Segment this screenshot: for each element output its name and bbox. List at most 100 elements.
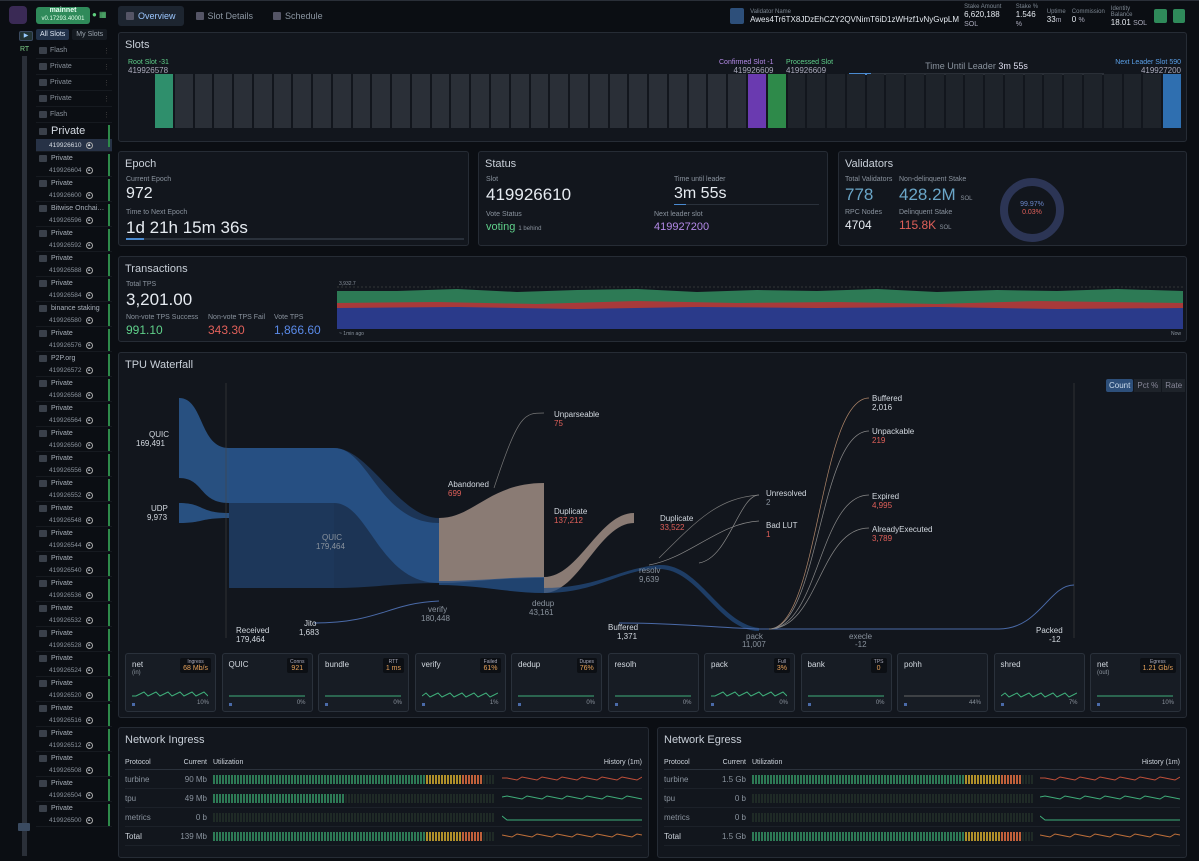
slot-cell[interactable] xyxy=(807,74,826,128)
layers-icon[interactable] xyxy=(1172,9,1185,23)
current-slot-group[interactable]: Private 419926610 ▲ xyxy=(36,123,112,152)
slot-cell[interactable] xyxy=(570,74,588,128)
tab-slot-details[interactable]: Slot Details xyxy=(188,6,262,26)
slot-cell[interactable] xyxy=(491,74,509,128)
slot-cell[interactable] xyxy=(965,74,984,128)
slot-cell[interactable] xyxy=(174,74,193,128)
slot-cell[interactable] xyxy=(747,74,766,128)
slot-cell[interactable] xyxy=(411,74,430,128)
slot-cell[interactable] xyxy=(1103,74,1122,128)
tab-all-slots[interactable]: All Slots xyxy=(36,29,70,40)
more-icon[interactable]: ⋮ xyxy=(103,111,110,119)
slot-cell[interactable] xyxy=(767,74,786,128)
slot-row[interactable]: Private ⋮ xyxy=(36,59,112,75)
slot-group[interactable]: Private 419926524 ▲ xyxy=(36,652,112,677)
slot-cell[interactable] xyxy=(234,74,252,128)
slot-cell[interactable] xyxy=(1083,74,1102,128)
toggle-rate[interactable]: Rate xyxy=(1162,379,1186,392)
stage-card[interactable]: dedup Dupes 76% 0% xyxy=(511,653,602,712)
slot-group[interactable]: Private 419926584 ▲ xyxy=(36,277,112,302)
more-icon[interactable]: ⋮ xyxy=(103,47,110,55)
tab-schedule[interactable]: Schedule xyxy=(265,6,331,26)
tab-my-slots[interactable]: My Slots xyxy=(72,29,108,40)
slot-cell[interactable] xyxy=(668,74,687,128)
slot-group[interactable]: Private 419926568 ▲ xyxy=(36,377,112,402)
slot-cell[interactable] xyxy=(708,74,727,128)
slot-cell[interactable] xyxy=(827,74,845,128)
slot-cell[interactable] xyxy=(1044,74,1063,128)
slot-group[interactable]: Private 419926600 ▲ xyxy=(36,177,112,202)
slot-group[interactable]: Private 419926544 ▲ xyxy=(36,527,112,552)
slot-group[interactable]: Private 419926532 ▲ xyxy=(36,602,112,627)
more-icon[interactable]: ⋮ xyxy=(103,95,110,103)
stage-card[interactable]: bank TPS 0 0% xyxy=(800,653,892,712)
network-badge[interactable]: mainnet v0.17293.40001 xyxy=(36,7,90,24)
slot-cell[interactable] xyxy=(649,74,667,128)
slot-row[interactable]: Private ⋮ xyxy=(36,91,112,107)
stage-card[interactable]: resolh 0% xyxy=(607,653,699,712)
stage-card[interactable]: verify Failed 61% 1% xyxy=(414,653,506,712)
slot-cell[interactable] xyxy=(372,74,391,128)
more-icon[interactable]: ⋮ xyxy=(103,79,110,87)
slot-group[interactable]: Private 419926552 ▲ xyxy=(36,477,112,502)
slot-cell[interactable] xyxy=(313,74,331,128)
slot-group[interactable]: Private 419926528 ▲ xyxy=(36,627,112,652)
slot-group[interactable]: Private 419926556 ▲ xyxy=(36,452,112,477)
toggle-pct[interactable]: Pct % xyxy=(1134,379,1162,392)
stage-card[interactable]: shred 7% xyxy=(993,653,1085,712)
slot-cell[interactable] xyxy=(1004,74,1023,128)
slot-cell[interactable] xyxy=(332,74,351,128)
slot-row[interactable]: Flash ⋮ xyxy=(36,107,112,123)
slot-cell[interactable] xyxy=(471,74,490,128)
slot-group[interactable]: Private 419926516 ▲ xyxy=(36,702,112,727)
slot-cell[interactable] xyxy=(1163,74,1181,128)
slot-group[interactable]: Private 419926500 ▲ xyxy=(36,802,112,827)
slot-cell[interactable] xyxy=(609,74,628,128)
download-icon[interactable] xyxy=(1154,9,1167,23)
slot-group[interactable]: Private 419926576 ▲ xyxy=(36,327,112,352)
rt-toggle-button[interactable]: ▶ xyxy=(19,31,33,41)
slot-cell[interactable] xyxy=(886,74,905,128)
slot-group[interactable]: Private 419926520 ▲ xyxy=(36,677,112,702)
slot-cell[interactable] xyxy=(1143,74,1162,128)
stage-card[interactable]: pack Full 3% 0% xyxy=(704,653,795,712)
more-icon[interactable]: ⋮ xyxy=(103,63,110,71)
slot-cell[interactable] xyxy=(293,74,312,128)
tab-overview[interactable]: Overview xyxy=(118,6,184,26)
stage-card[interactable]: bundle RTT 1 ms 0% xyxy=(318,653,409,712)
slot-group[interactable]: binance staking 419926580 ▲ xyxy=(36,302,112,327)
slot-group[interactable]: Private 419926604 ▲ xyxy=(36,152,112,177)
slot-group[interactable]: P2P.org 419926572 ▲ xyxy=(36,352,112,377)
slot-cell[interactable] xyxy=(214,74,233,128)
slot-group[interactable]: Private 419926592 ▲ xyxy=(36,227,112,252)
slot-row[interactable]: Private ⋮ xyxy=(36,75,112,91)
slot-cell[interactable] xyxy=(846,74,865,128)
slot-cell[interactable] xyxy=(530,74,549,128)
slot-cell[interactable] xyxy=(273,74,292,128)
slot-group[interactable]: Private 419926512 ▲ xyxy=(36,727,112,752)
toggle-count[interactable]: Count xyxy=(1106,379,1134,392)
slot-cell[interactable] xyxy=(629,74,648,128)
slot-cell[interactable] xyxy=(945,74,964,128)
slot-cell[interactable] xyxy=(985,74,1003,128)
slot-row[interactable]: Flash ⋮ xyxy=(36,43,112,59)
slot-group[interactable]: Private 419926508 ▲ xyxy=(36,752,112,777)
slot-cell[interactable] xyxy=(1123,74,1142,128)
slot-cell[interactable] xyxy=(589,74,608,128)
stage-card[interactable]: pohh 44% xyxy=(897,653,988,712)
slot-cell[interactable] xyxy=(866,74,885,128)
slot-group[interactable]: Private 419926536 ▲ xyxy=(36,577,112,602)
slot-cell[interactable] xyxy=(194,74,213,128)
slot-cell[interactable] xyxy=(728,74,746,128)
stage-card[interactable]: net (out) Egress 1.21 Gb/s 10% xyxy=(1090,653,1181,712)
stage-card[interactable]: net (in) Ingress 68 Mb/s 10% xyxy=(125,653,216,712)
slot-cell[interactable] xyxy=(906,74,924,128)
slot-cell[interactable] xyxy=(925,74,944,128)
slot-group[interactable]: Private 419926548 ▲ xyxy=(36,502,112,527)
slot-group[interactable]: Private 419926564 ▲ xyxy=(36,402,112,427)
slot-group[interactable]: Private 419926504 ▲ xyxy=(36,777,112,802)
validator-name[interactable]: Awes4Tr6TX8JDzEhCZY2QVNimT6iD1zWHzf1vNyG… xyxy=(750,14,960,24)
slot-group[interactable]: Private 419926540 ▲ xyxy=(36,552,112,577)
slot-cell[interactable] xyxy=(688,74,707,128)
slot-scrollbar[interactable] xyxy=(22,56,27,856)
